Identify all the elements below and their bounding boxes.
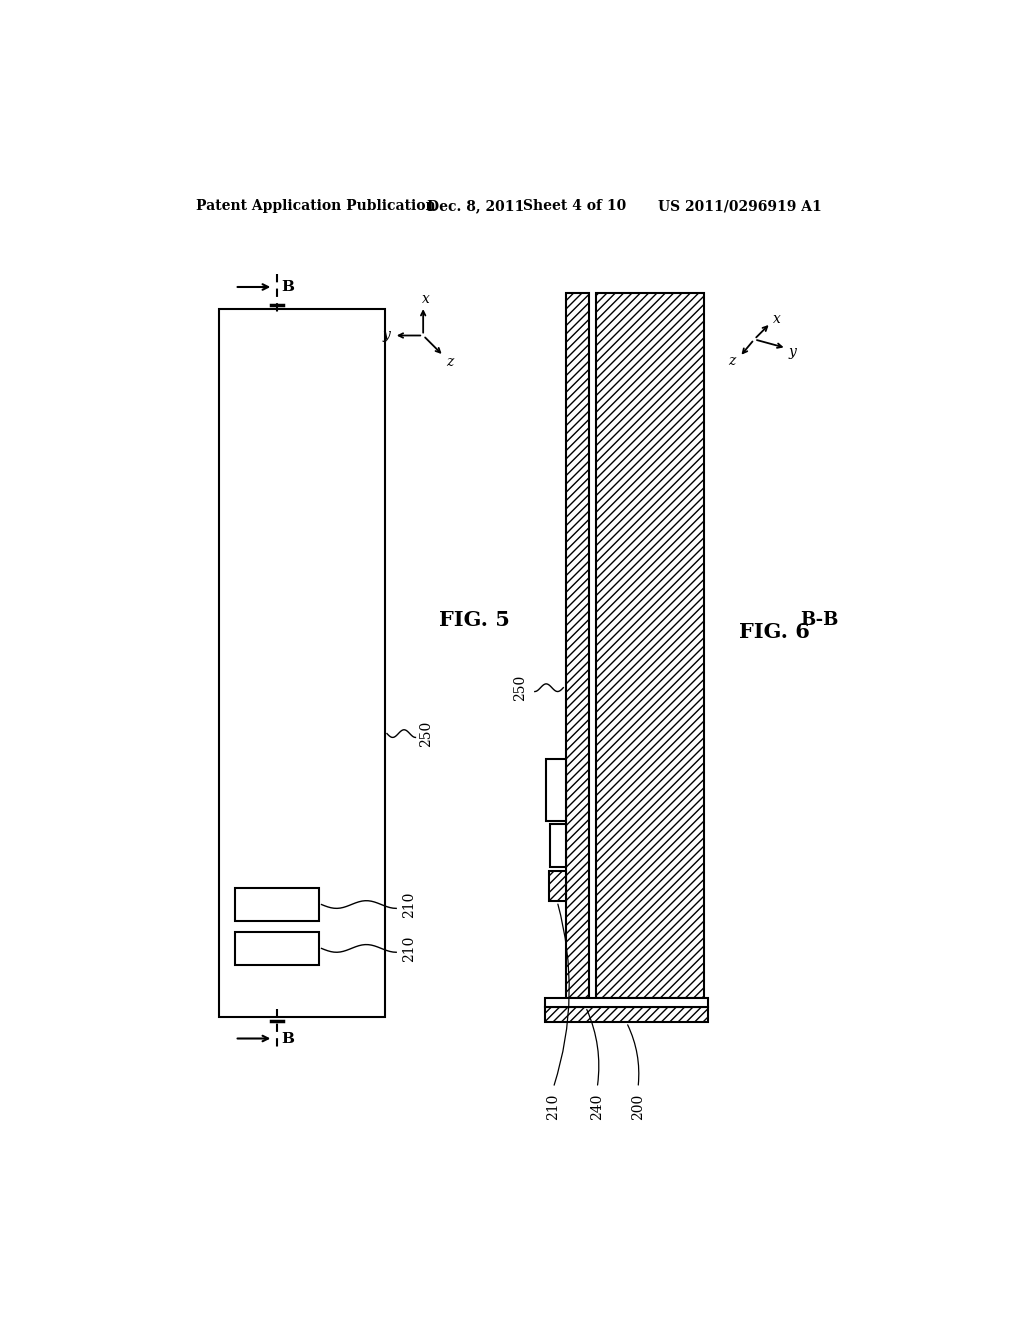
Text: Dec. 8, 2011: Dec. 8, 2011 (427, 199, 524, 213)
Text: Patent Application Publication: Patent Application Publication (196, 199, 435, 213)
Text: B: B (281, 280, 294, 294)
Text: FIG. 5: FIG. 5 (438, 610, 509, 631)
Text: B-B: B-B (801, 611, 839, 630)
Bar (234, 932, 319, 965)
Text: 210: 210 (546, 1094, 560, 1121)
Text: Sheet 4 of 10: Sheet 4 of 10 (523, 199, 627, 213)
Text: 210: 210 (402, 936, 417, 961)
Text: x: x (773, 312, 780, 326)
Text: z: z (446, 355, 454, 370)
Text: z: z (728, 354, 735, 368)
Text: 250: 250 (513, 675, 527, 701)
Bar (547, 759, 565, 821)
Text: y: y (382, 329, 390, 342)
Text: y: y (788, 345, 797, 359)
Bar (545, 998, 708, 1007)
Text: US 2011/0296919 A1: US 2011/0296919 A1 (658, 199, 821, 213)
Text: B: B (281, 1031, 294, 1045)
Text: 210: 210 (402, 891, 417, 917)
Bar (550, 825, 565, 867)
Text: FIG. 6: FIG. 6 (739, 622, 810, 642)
Bar (596, 293, 705, 998)
Text: 200: 200 (631, 1094, 645, 1121)
Text: 240: 240 (590, 1094, 604, 1121)
Bar (565, 293, 589, 998)
Bar (234, 888, 319, 921)
Bar (219, 309, 385, 1016)
Text: 250: 250 (419, 721, 433, 747)
Bar (545, 1007, 708, 1022)
Bar (549, 871, 565, 902)
Text: x: x (422, 292, 430, 305)
